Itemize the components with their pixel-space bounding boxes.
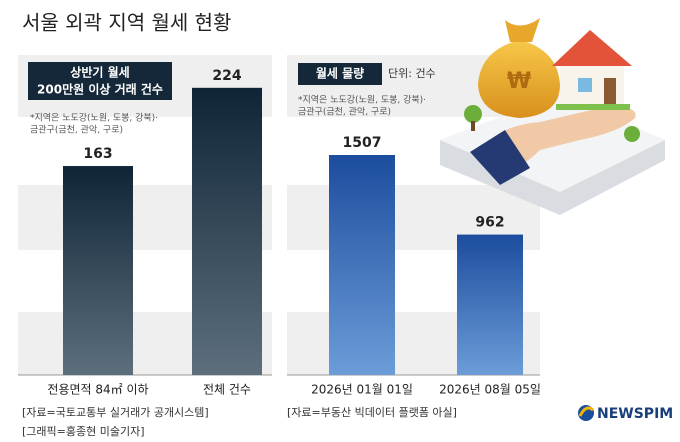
value-label: 1507 [343, 135, 382, 151]
title-box [298, 63, 382, 85]
illustration: ₩ [440, 18, 665, 215]
lawn [556, 104, 630, 110]
sleeve [470, 130, 530, 185]
title-box [28, 62, 172, 100]
bar [63, 166, 133, 375]
window [578, 78, 592, 92]
chart-title: 200만원 이상 거래 건수 [37, 82, 163, 97]
note: *지역은 노도강(노원, 도봉, 강북)· [298, 95, 426, 106]
x-tick-label: 2026년 08월 05일 [439, 383, 541, 397]
source: [그래픽=홍종현 미술기자] [22, 424, 145, 438]
bar [192, 87, 262, 376]
logo-icon-accent [578, 406, 594, 417]
bag-top [505, 18, 540, 42]
x-tick-label: 전용면적 84㎡ 이하 [47, 383, 148, 397]
x-tick-label: 2026년 01월 01일 [311, 383, 413, 397]
won-sign: ₩ [507, 69, 531, 94]
tree [464, 105, 482, 123]
logo: NEWSPIM [597, 406, 673, 422]
chart-title: 월세 물량 [316, 66, 364, 81]
note: *지역은 노도강(노원, 도봉, 강북)· [30, 113, 158, 124]
chart-title: 상반기 월세 [70, 65, 129, 80]
money-bag [478, 40, 560, 118]
value-label: 163 [83, 146, 112, 162]
page-title: 서울 외곽 지역 월세 현황 [22, 11, 231, 35]
source: [자료=부동산 빅데이터 플랫폼 아실] [287, 406, 457, 419]
unit-label: 단위: 건수 [388, 67, 436, 80]
tree [624, 126, 640, 142]
house-roof [552, 30, 632, 66]
source: [자료=국토교통부 실거래가 공개시스템] [22, 406, 209, 419]
note: 금관구(금천, 관악, 구로) [298, 106, 391, 118]
bar [457, 234, 523, 375]
tree-trunk [471, 121, 475, 131]
x-tick-label: 전체 건수 [203, 383, 251, 397]
door [604, 78, 616, 106]
value-label: 224 [212, 68, 241, 84]
bar [329, 155, 395, 375]
value-label: 962 [475, 215, 504, 231]
note: 금관구(금천, 관악, 구로) [30, 124, 123, 136]
